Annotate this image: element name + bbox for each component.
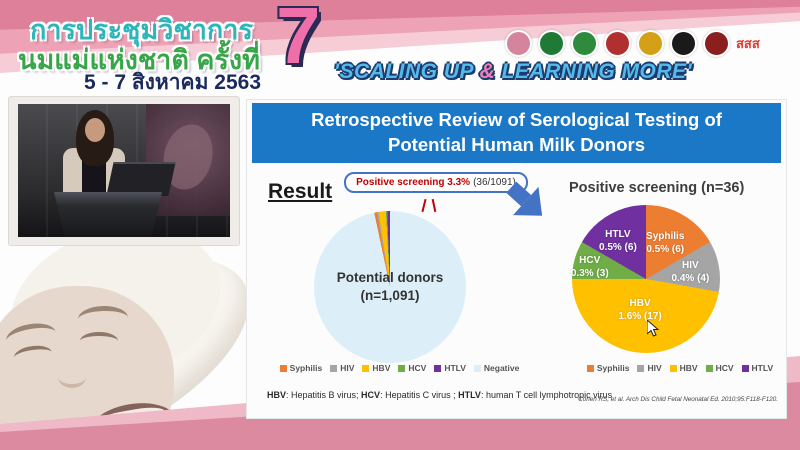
presenter-video-frame bbox=[8, 96, 240, 246]
slide-title: Retrospective Review of Serological Test… bbox=[252, 103, 781, 163]
callout-highlight: Positive screening 3.3% bbox=[356, 177, 471, 188]
legend-swatch bbox=[741, 364, 749, 372]
abbreviations-footnote: HBV: Hepatitis B virus; HCV: Hepatitis C… bbox=[267, 390, 612, 400]
slice-label-hiv: HIV 0.4% (4) bbox=[671, 259, 710, 284]
legend-swatch bbox=[398, 364, 406, 372]
tagline-text: 'SCALING UP bbox=[334, 60, 480, 83]
legend-label: HIV bbox=[340, 363, 355, 373]
slice-label-hcv: HCV 0.3% (3) bbox=[570, 255, 609, 280]
legend-label: Syphilis bbox=[289, 363, 323, 373]
pie-chart-potential-donors: Potential donors (n=1,091) bbox=[314, 211, 466, 363]
legend-label: Syphilis bbox=[596, 363, 630, 373]
tagline-ampersand: & bbox=[479, 60, 496, 83]
footnote-abbr: HCV bbox=[361, 390, 381, 400]
legend-item: HBV bbox=[669, 363, 698, 373]
legend-swatch bbox=[473, 364, 481, 372]
reference-citation: Cohen RS, et al. Arch Dis Child Fetal Ne… bbox=[578, 396, 778, 403]
edition-number: 7 bbox=[276, 0, 321, 80]
legend-label: HBV bbox=[372, 363, 391, 373]
laptop bbox=[106, 162, 176, 196]
green-seal-logo-icon bbox=[538, 30, 565, 57]
mother-child-foundation-logo-icon bbox=[505, 30, 532, 57]
conference-tagline: 'SCALING UP & LEARNING MORE' bbox=[334, 60, 692, 84]
legend-item: HBV bbox=[362, 363, 390, 373]
legend-label: HTLV bbox=[444, 363, 466, 373]
footnote-text: : human T cell lymphotropic virus bbox=[480, 390, 613, 400]
mouse-cursor-icon bbox=[647, 320, 660, 338]
legend-swatch bbox=[330, 364, 338, 372]
thaihealth-logo-icon: สสส bbox=[736, 36, 760, 51]
conference-title-line1: การประชุมวิชาการ bbox=[30, 15, 253, 45]
callout-pointer-line bbox=[421, 198, 427, 213]
slice-label-syphilis: Syphilis 0.5% (6) bbox=[646, 231, 685, 256]
legend-item: HIV bbox=[637, 363, 662, 373]
legend-item: HTLV bbox=[741, 363, 774, 373]
slice-label-hbv: HBV 1.6% (17) bbox=[618, 298, 662, 323]
legend-swatch bbox=[434, 364, 442, 372]
legend-swatch bbox=[279, 364, 287, 372]
baby-nose bbox=[58, 366, 86, 388]
positive-screening-callout: Positive screening 3.3% (36/1091) bbox=[344, 172, 528, 193]
slice-label-htlv: HTLV 0.5% (6) bbox=[598, 228, 637, 253]
red-gold-crest-logo-icon bbox=[604, 30, 631, 57]
result-label: Result bbox=[268, 180, 333, 203]
legend-item: HTLV bbox=[434, 363, 466, 373]
dark-red-emblem-logo-icon bbox=[703, 30, 730, 57]
legend-item: HIV bbox=[330, 363, 354, 373]
conference-header-banner: การประชุมวิชาการ นมแม่แห่งชาติ ครั้งที่ … bbox=[0, 0, 800, 96]
legend-swatch bbox=[586, 364, 594, 372]
pie2-legend: Syphilis HIV HBV HCV HTLV bbox=[565, 363, 795, 373]
legend-item: Negative bbox=[473, 363, 520, 373]
podium bbox=[54, 192, 162, 237]
legend-label: Negative bbox=[483, 363, 520, 373]
legend-item: Syphilis bbox=[586, 363, 630, 373]
black-emblem-logo-icon bbox=[670, 30, 697, 57]
legend-swatch bbox=[669, 364, 677, 372]
presenter-video bbox=[18, 104, 230, 237]
legend-item: HCV bbox=[398, 363, 426, 373]
footnote-text: : Hepatitis B virus; bbox=[286, 390, 362, 400]
baby-eye bbox=[80, 332, 118, 350]
presentation-slide: Retrospective Review of Serological Test… bbox=[247, 100, 786, 418]
pie1-center-label: (n=1,091) bbox=[360, 288, 420, 303]
conference-title-line2: นมแม่แห่งชาติ ครั้งที่ bbox=[18, 45, 260, 75]
pie2-title: Positive screening (n=36) bbox=[569, 180, 745, 196]
callout-detail: (36/1091) bbox=[473, 177, 516, 188]
green-seal-logo-icon bbox=[571, 30, 598, 57]
gold-figure-logo-icon bbox=[637, 30, 664, 57]
legend-swatch bbox=[637, 364, 645, 372]
legend-label: HIV bbox=[647, 363, 662, 373]
footnote-abbr: HBV bbox=[267, 390, 287, 400]
pie-chart-positive-screening: Syphilis 0.5% (6) HIV 0.4% (4) HBV 1.6% (17… bbox=[570, 205, 720, 353]
legend-label: HBV bbox=[679, 363, 698, 373]
legend-swatch bbox=[362, 364, 370, 372]
legend-swatch bbox=[705, 364, 713, 372]
legend-label: HCV bbox=[715, 363, 734, 373]
sponsor-logos-row: สสส bbox=[505, 30, 760, 57]
footnote-text: : Hepatitis C virus ; bbox=[380, 390, 459, 400]
conference-date: 5 - 7 สิงหาคม 2563 bbox=[84, 71, 262, 94]
pie1-center-label: Potential donors bbox=[336, 270, 444, 286]
footnote-abbr: HTLV bbox=[458, 390, 481, 400]
presenter-face bbox=[85, 118, 105, 142]
legend-label: HCV bbox=[408, 363, 427, 373]
tagline-text: LEARNING MORE' bbox=[495, 60, 693, 83]
legend-item: Syphilis bbox=[279, 363, 323, 373]
legend-label: HTLV bbox=[751, 363, 774, 373]
callout-pointer-line bbox=[431, 198, 437, 213]
pie1-legend: Syphilis HIV HBV HCV HTLV Negative bbox=[272, 363, 527, 373]
legend-item: HCV bbox=[705, 363, 734, 373]
